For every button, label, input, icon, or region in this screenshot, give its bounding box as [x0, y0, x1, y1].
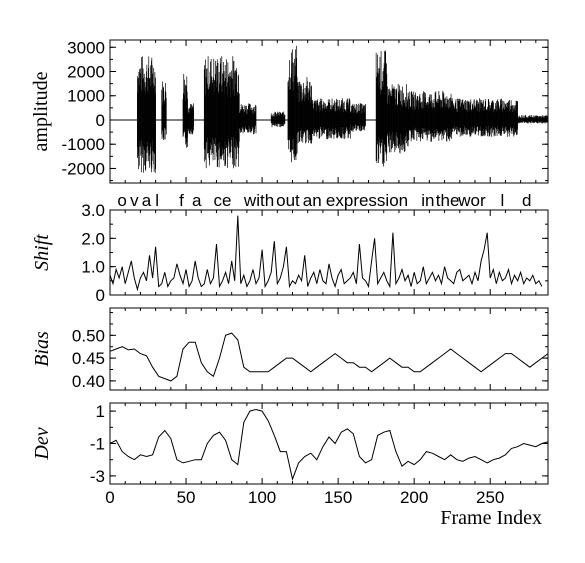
dev-series-line: [109, 408, 549, 481]
y-tick-label: -1: [90, 435, 105, 454]
phoneme-label: with: [243, 191, 274, 210]
axes-frame: [109, 402, 549, 485]
phoneme-label: d: [522, 191, 531, 210]
y-tick-label: -1000: [62, 135, 105, 154]
y-tick-label: 0.50: [72, 326, 105, 345]
panel-amplitude: 3000 2000 1000 0 -1000 -2000 amplitude: [30, 38, 549, 184]
axes-frame: [109, 307, 549, 391]
phoneme-label: v: [130, 191, 139, 210]
y-axis-title: Bias: [31, 331, 53, 367]
y-axis-title: Shift: [31, 234, 53, 271]
waveform-segment: [296, 77, 313, 144]
waveform-segment: [386, 83, 409, 154]
phoneme-label: out: [276, 191, 300, 210]
phoneme-label: expression: [326, 191, 408, 210]
bias-series-line: [109, 332, 549, 382]
waveform-segment: [203, 56, 240, 169]
waveform-segment: [161, 81, 167, 140]
phoneme-label: wor: [457, 191, 486, 210]
y-tick-label: 0: [96, 286, 105, 305]
waveform-segment: [311, 98, 351, 140]
phoneme-label: l: [500, 191, 504, 210]
y-tick-label: 2.0: [81, 229, 105, 248]
x-tick-label: 200: [400, 488, 428, 507]
phoneme-label: a: [142, 191, 152, 210]
x-tick-label: 50: [177, 488, 196, 507]
y-tick-label: 1: [96, 402, 105, 421]
y-tick-label: 0: [96, 111, 105, 130]
waveform-segment: [287, 45, 298, 163]
panel-shift: 3.0 2.0 1.0 0 Shift: [31, 201, 549, 305]
phoneme-label: o: [117, 191, 126, 210]
waveform-segment: [187, 103, 194, 135]
phoneme-label: the: [436, 191, 460, 210]
waveform-segment: [182, 73, 188, 148]
phoneme-label: f: [179, 191, 184, 210]
waveform-segment: [238, 103, 257, 135]
shift-series-line: [109, 215, 543, 292]
waveform-segment: [517, 115, 549, 124]
waveform-segment: [349, 103, 366, 132]
x-axis-title: Frame Index: [440, 507, 542, 529]
y-axis-title: Dev: [31, 427, 53, 460]
y-tick-label: 0.45: [72, 349, 105, 368]
y-tick-label: 3000: [67, 38, 105, 57]
x-tick-label: 100: [248, 488, 276, 507]
x-tick-label: 250: [476, 488, 504, 507]
waveform-segment: [451, 98, 518, 137]
phoneme-label: ce: [214, 191, 232, 210]
y-tick-label: 2000: [67, 63, 105, 82]
panel-bias: 0.50 0.45 0.40 Bias: [31, 307, 549, 391]
waveform-series: [110, 45, 549, 173]
axes-frame: [109, 209, 549, 296]
x-tick-label: 150: [324, 488, 352, 507]
waveform-segment: [375, 50, 388, 167]
x-tick-label: 0: [105, 488, 114, 507]
y-axis-title: amplitude: [30, 71, 52, 151]
axes-frame: [109, 39, 549, 184]
y-tick-label: 1.0: [81, 258, 105, 277]
waveform-segment: [407, 91, 453, 142]
phoneme-label: l: [155, 191, 159, 210]
y-tick-label: 0.40: [72, 372, 105, 391]
phoneme-label: a: [192, 191, 202, 210]
phoneme-label: in: [421, 191, 434, 210]
waveform-segment: [137, 56, 156, 173]
waveform-segment: [270, 111, 286, 128]
y-tick-label: 1000: [67, 87, 105, 106]
y-tick-label: 3.0: [81, 201, 105, 220]
phoneme-label: an: [303, 191, 322, 210]
y-tick-label: -3: [90, 467, 105, 486]
y-tick-label: -2000: [62, 159, 105, 178]
